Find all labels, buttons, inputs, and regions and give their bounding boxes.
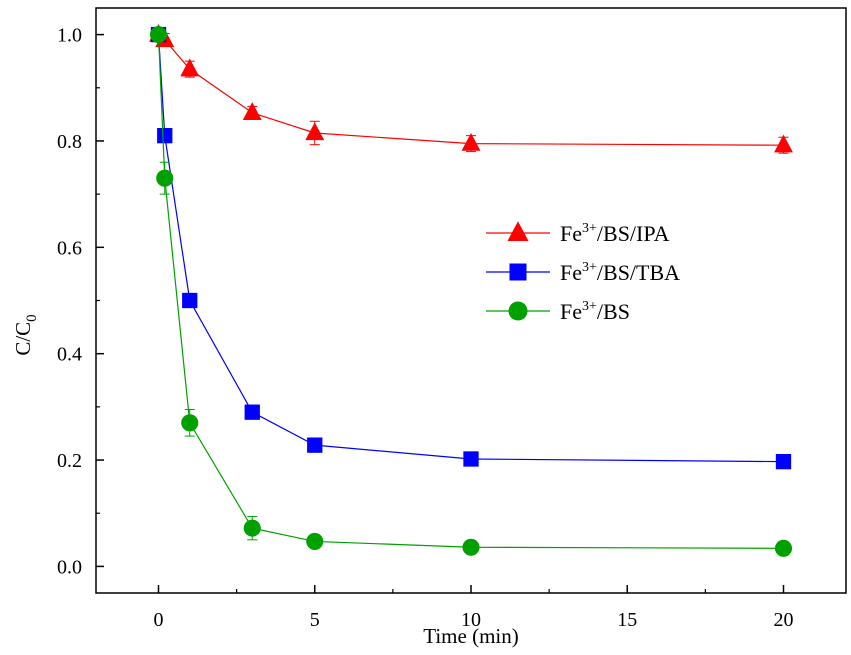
data-point-circle (181, 414, 199, 432)
x-tick-label: 20 (774, 609, 794, 631)
y-tick-label: 0.8 (57, 131, 82, 153)
data-point-circle (462, 538, 480, 556)
plot-frame (95, 7, 847, 594)
x-tick-label: 0 (154, 609, 164, 631)
y-axis-label-sub: 0 (24, 314, 40, 322)
series-layer (149, 23, 793, 557)
data-point-triangle (180, 58, 200, 77)
data-point-square (509, 263, 527, 281)
x-tick-label: 10 (461, 609, 481, 631)
series-line (158, 34, 784, 146)
data-point-circle (774, 539, 793, 557)
data-point-triangle (774, 134, 793, 153)
series-3 (149, 26, 793, 557)
y-tick-label: 0.2 (57, 450, 82, 472)
x-tick-label: 15 (617, 609, 637, 631)
legend: Fe3+/BS/IPA Fe3+/BS/TBA Fe3+/BS (486, 221, 680, 324)
legend-label: Fe3+/BS (560, 299, 630, 324)
legend-label: Fe3+/BS/IPA (560, 221, 670, 246)
data-point-circle (508, 301, 528, 321)
data-point-square (463, 451, 479, 467)
legend-item-1: Fe3+/BS/IPA (486, 221, 670, 246)
series-2 (150, 26, 792, 470)
series-1 (149, 23, 793, 154)
y-tick-label: 1.0 (57, 25, 82, 47)
data-point-triangle (242, 102, 262, 120)
data-point-circle (243, 519, 261, 537)
y-axis-label-main: C/C (11, 322, 35, 356)
data-point-square (244, 404, 260, 420)
data-point-triangle (461, 133, 481, 151)
data-point-circle (156, 169, 174, 187)
series-line (157, 34, 784, 463)
data-point-triangle (507, 221, 529, 241)
axis-ticks: 0 5 10 15 20 0.0 0.2 0.4 0.6 0.8 1.0 (57, 25, 794, 631)
data-point-square (182, 292, 198, 309)
data-point-square (307, 437, 323, 453)
data-point-triangle (305, 122, 325, 141)
data-point-circle (306, 532, 324, 550)
y-tick-label: 0.0 (57, 556, 82, 578)
x-tick-label: 5 (310, 609, 320, 631)
y-tick-label: 0.6 (57, 237, 82, 259)
y-tick-label: 0.4 (57, 344, 82, 366)
legend-item-2: Fe3+/BS/TBA (486, 260, 680, 285)
x-axis-label: Time (min) (423, 624, 518, 648)
data-point-circle (149, 26, 168, 44)
plot-border (95, 7, 847, 594)
y-axis-label: C/C0 (11, 314, 40, 355)
data-point-square (157, 127, 173, 144)
data-point-square (775, 453, 792, 470)
legend-label: Fe3+/BS/TBA (560, 260, 680, 285)
legend-item-3: Fe3+/BS (486, 299, 630, 324)
